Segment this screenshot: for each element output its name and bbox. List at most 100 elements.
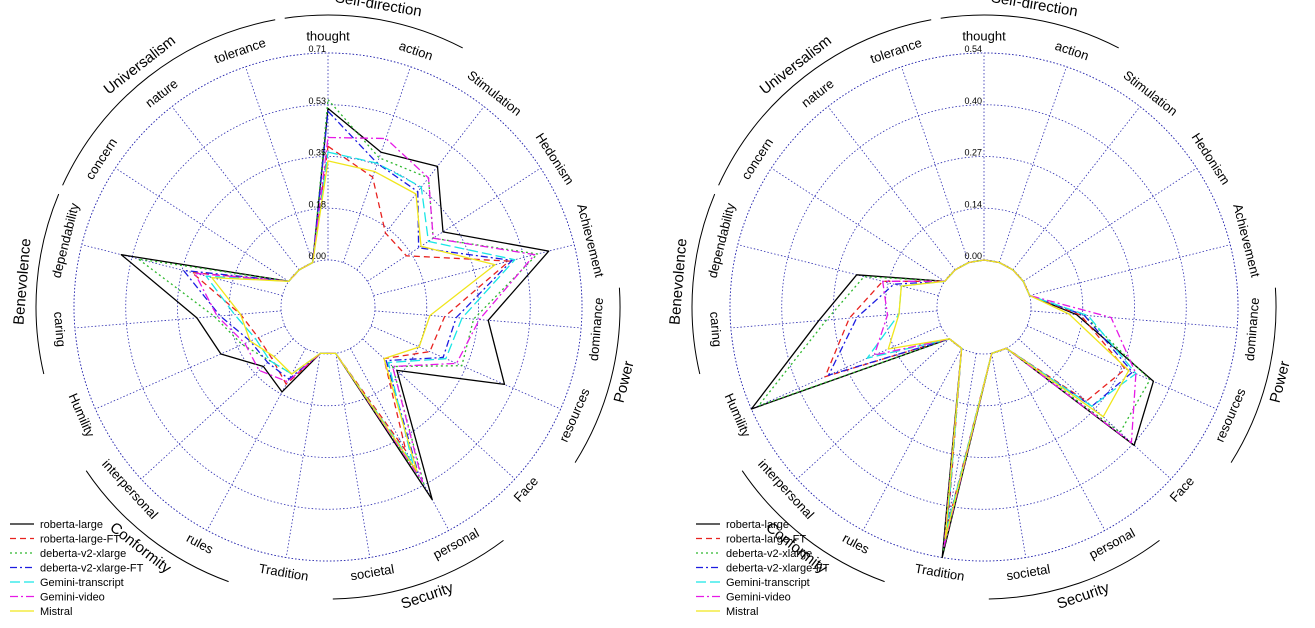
- grid-spoke: [374, 310, 582, 329]
- spoke-label: Achievement: [1230, 202, 1263, 279]
- series-line-roberta-large: [120, 107, 550, 501]
- group-arc: [35, 193, 60, 375]
- grid-spoke: [737, 244, 939, 296]
- group-label: Self-direction: [990, 0, 1079, 20]
- tick-label: 0.00: [308, 251, 326, 261]
- grid-spoke: [206, 348, 306, 531]
- spoke-label: Face: [1167, 473, 1198, 504]
- spoke-label: personal: [1086, 525, 1137, 562]
- spoke-label: Humility: [66, 391, 99, 440]
- spoke-label: resources: [1212, 385, 1249, 444]
- group-label: Security: [399, 579, 456, 613]
- grid-spoke: [370, 325, 561, 410]
- grid-boundary: [73, 52, 583, 562]
- grid-spoke: [95, 325, 286, 410]
- group-arc: [332, 540, 504, 600]
- grid-spoke: [751, 325, 942, 410]
- group-label: Power: [611, 359, 638, 404]
- grid-spoke: [771, 167, 945, 282]
- spoke-label: interpersonal: [755, 456, 817, 522]
- spoke-label: tolerance: [868, 35, 923, 67]
- spoke-label: nature: [142, 76, 180, 110]
- tick-label: 0.40: [964, 96, 982, 106]
- spoke-label: rules: [840, 530, 872, 557]
- spoke-label: concern: [82, 135, 120, 182]
- spoke-label: concern: [738, 135, 776, 182]
- grid-boundary: [729, 52, 1239, 562]
- tick-label: 0.35: [308, 148, 326, 158]
- legend-entry: roberta-large-FT: [726, 534, 806, 546]
- spoke-label: Tradition: [258, 561, 310, 584]
- spoke-label: Hedonism: [533, 130, 578, 187]
- grid-spoke: [367, 167, 541, 282]
- grid-ring: [884, 207, 1084, 407]
- legend-entry: Gemini-video: [726, 592, 791, 604]
- legend-entry: deberta-v2-xlarge: [40, 548, 126, 560]
- legend-entry: Mistral: [40, 606, 72, 618]
- group-label: Power: [1267, 359, 1294, 404]
- grid-spoke: [342, 66, 411, 263]
- spoke-label: Humility: [722, 391, 755, 440]
- spoke-label: interpersonal: [99, 456, 161, 522]
- legend-entry: roberta-large: [726, 519, 789, 531]
- legend: roberta-large roberta-large-FT deberta-v2-…: [696, 519, 830, 618]
- tick-label: 0.53: [308, 96, 326, 106]
- tick-label: 0.71: [308, 44, 326, 54]
- grid-spoke: [171, 106, 300, 271]
- group-arc: [940, 14, 1119, 49]
- grid-spoke: [1023, 167, 1197, 282]
- group-label: Self-direction: [334, 0, 423, 20]
- spoke-label: personal: [430, 525, 481, 562]
- tick-label: 0.14: [964, 199, 982, 209]
- grid-spoke: [998, 66, 1067, 263]
- grid-ring: [228, 207, 428, 407]
- group-arc: [741, 470, 885, 583]
- group-arc: [718, 19, 932, 186]
- tick-label: 0.54: [964, 44, 982, 54]
- spoke-label: action: [1053, 38, 1091, 63]
- legend-entry: roberta-large-FT: [40, 534, 120, 546]
- series-line-Mistral: [211, 160, 496, 473]
- legend-entry: Gemini-transcript: [726, 577, 810, 589]
- grid-spoke: [1029, 244, 1231, 296]
- grid-spoke: [1030, 310, 1238, 329]
- group-arc: [1230, 287, 1277, 463]
- tick-label: 0.27: [964, 148, 982, 158]
- group-arc: [284, 14, 463, 49]
- grid-spoke: [335, 353, 371, 558]
- legend-entry: Gemini-transcript: [40, 577, 124, 589]
- series-line-roberta-large-FT: [191, 145, 510, 452]
- spoke-label: action: [397, 38, 435, 63]
- grid-spoke: [1026, 325, 1217, 410]
- legend: roberta-large roberta-large-FT deberta-v2-…: [10, 519, 144, 618]
- grid-spoke: [1018, 338, 1172, 480]
- grid-spoke: [1006, 348, 1106, 531]
- spoke-label: societal: [1005, 561, 1051, 583]
- series-line-deberta-v2-xlarge: [137, 98, 539, 485]
- grid-spoke: [862, 348, 962, 531]
- spoke-label: rules: [184, 530, 216, 557]
- spoke-label: dominance: [586, 297, 606, 362]
- group-arc: [62, 19, 276, 186]
- legend-entry: Gemini-video: [40, 592, 105, 604]
- grid-spoke: [81, 244, 283, 296]
- grid-spoke: [730, 310, 938, 329]
- group-label: Security: [1055, 579, 1112, 613]
- series-line-Gemini-video: [194, 136, 536, 483]
- spoke-label: nature: [798, 76, 836, 110]
- series-line-Mistral: [887, 259, 1130, 540]
- spoke-label: Hedonism: [1189, 130, 1234, 187]
- group-label: Benevolence: [666, 238, 690, 326]
- group-arc: [85, 470, 229, 583]
- spoke-label: Stimulation: [464, 67, 524, 118]
- grid-spoke: [901, 66, 970, 263]
- legend-entry: deberta-v2-xlarge: [726, 548, 812, 560]
- spoke-label: Face: [511, 473, 542, 504]
- legend-entry: deberta-v2-xlarge-FT: [40, 563, 144, 575]
- legend-entry: roberta-large: [40, 519, 103, 531]
- spoke-label: dominance: [1242, 297, 1262, 362]
- grid-spoke: [285, 353, 321, 558]
